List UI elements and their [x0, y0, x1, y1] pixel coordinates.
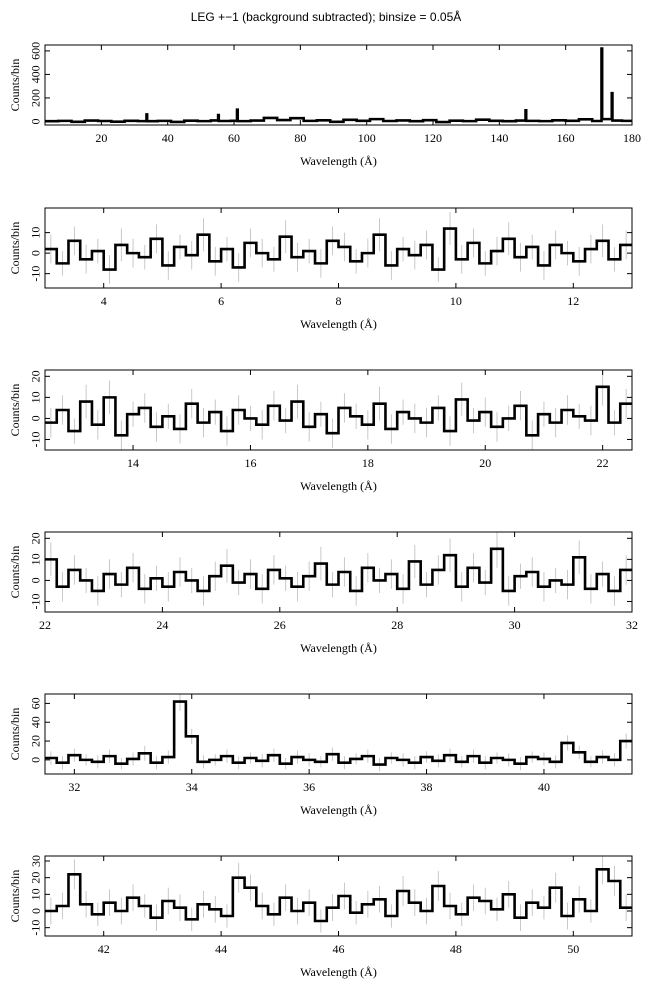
x-tick-label: 140	[490, 131, 508, 145]
x-tick-label: 24	[156, 618, 168, 632]
y-axis-label: Counts/bin	[8, 870, 22, 923]
x-tick-label: 12	[567, 294, 579, 308]
plot-frame	[44, 44, 633, 126]
y-tick-label: -10	[29, 266, 43, 282]
figure-title: LEG +−1 (background subtracted); binsize…	[191, 9, 462, 24]
plot-frame	[44, 693, 633, 775]
plot-area	[45, 370, 632, 450]
x-axis-label: Wavelength (Å)	[300, 479, 377, 493]
x-tick-label: 46	[333, 942, 345, 956]
y-tick-label: 10	[29, 888, 43, 900]
y-tick-label: 10	[29, 391, 43, 403]
x-tick-label: 20	[95, 131, 107, 145]
x-tick-label: 16	[244, 456, 256, 470]
x-axis-label: Wavelength (Å)	[300, 641, 377, 655]
x-axis-label: Wavelength (Å)	[300, 154, 377, 168]
x-tick-label: 60	[228, 131, 240, 145]
x-tick-label: 50	[567, 942, 579, 956]
y-tick-label: 200	[29, 89, 43, 107]
spectrum-line	[45, 227, 632, 271]
x-tick-label: 8	[336, 294, 342, 308]
y-tick-label: 30	[29, 855, 43, 867]
y-tick-label: 20	[29, 370, 43, 382]
x-tick-label: 38	[421, 780, 433, 794]
x-axis-label: Wavelength (Å)	[300, 317, 377, 331]
y-tick-label: 0	[29, 577, 43, 583]
y-tick-label: 60	[29, 697, 43, 709]
y-tick-label: 600	[29, 42, 43, 60]
x-tick-label: 20	[479, 456, 491, 470]
y-tick-label: 0	[29, 250, 43, 256]
spectrum-line	[45, 47, 632, 124]
plot-area	[45, 532, 632, 606]
spectrum-line	[45, 868, 632, 923]
y-tick-label: 40	[29, 716, 43, 728]
y-tick-label: -10	[29, 593, 43, 609]
spectrum-line	[45, 547, 632, 593]
x-tick-label: 18	[362, 456, 374, 470]
x-tick-label: 42	[98, 942, 110, 956]
x-tick-label: 10	[450, 294, 462, 308]
x-tick-label: 160	[557, 131, 575, 145]
plot-area	[45, 212, 632, 284]
x-tick-label: 26	[274, 618, 286, 632]
y-tick-label: -10	[29, 920, 43, 936]
x-tick-label: 28	[391, 618, 403, 632]
x-tick-label: 40	[538, 780, 550, 794]
y-tick-label: 20	[29, 532, 43, 544]
spectrum-line	[45, 385, 632, 437]
y-axis-label: Counts/bin	[8, 546, 22, 599]
spectrum-line	[45, 700, 632, 766]
x-axis-label: Wavelength (Å)	[300, 803, 377, 817]
x-tick-label: 32	[68, 780, 80, 794]
x-tick-label: 32	[626, 618, 638, 632]
x-tick-label: 22	[39, 618, 51, 632]
x-tick-label: 22	[597, 456, 609, 470]
plot-frame	[44, 531, 633, 613]
y-axis-label: Counts/bin	[8, 59, 22, 112]
plot-area	[45, 47, 632, 124]
x-tick-label: 100	[358, 131, 376, 145]
x-tick-label: 180	[623, 131, 641, 145]
y-tick-label: 0	[29, 415, 43, 421]
y-tick-label: 400	[29, 65, 43, 83]
x-tick-label: 80	[294, 131, 306, 145]
x-tick-label: 40	[162, 131, 174, 145]
plot-area	[45, 694, 632, 772]
x-tick-label: 14	[127, 456, 139, 470]
y-axis-label: Counts/bin	[8, 222, 22, 275]
y-tick-label: 0	[29, 118, 43, 124]
y-tick-label: 0	[29, 908, 43, 914]
x-tick-label: 30	[509, 618, 521, 632]
x-tick-label: 120	[424, 131, 442, 145]
x-tick-label: 44	[215, 942, 227, 956]
y-axis-label: Counts/bin	[8, 708, 22, 761]
x-tick-label: 34	[186, 780, 198, 794]
x-tick-label: 4	[101, 294, 107, 308]
y-tick-label: 0	[29, 757, 43, 763]
y-tick-label: 10	[29, 553, 43, 565]
plot-area	[45, 856, 632, 933]
y-tick-label: 20	[29, 735, 43, 747]
x-tick-label: 36	[303, 780, 315, 794]
plot-frame	[44, 369, 633, 451]
x-tick-label: 48	[450, 942, 462, 956]
x-axis-label: Wavelength (Å)	[300, 965, 377, 979]
y-tick-label: 10	[29, 227, 43, 239]
y-axis-label: Counts/bin	[8, 384, 22, 437]
y-tick-label: 20	[29, 872, 43, 884]
x-tick-label: 6	[218, 294, 224, 308]
y-tick-label: -10	[29, 431, 43, 447]
